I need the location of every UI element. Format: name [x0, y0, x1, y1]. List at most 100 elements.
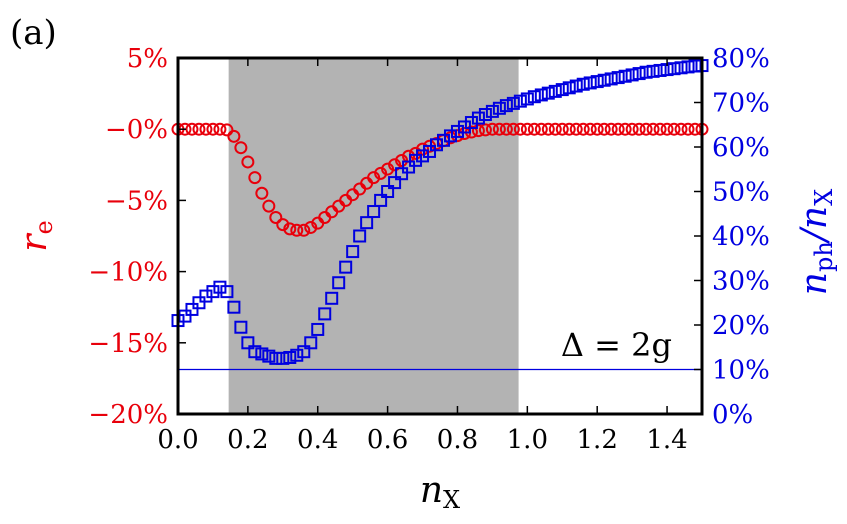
nph-point — [262, 349, 276, 363]
nph-point — [513, 94, 527, 108]
nph-point — [443, 129, 457, 143]
right-tick-label: 0% — [712, 400, 753, 430]
re-point — [513, 122, 527, 136]
nph-point — [360, 216, 374, 230]
nph-point — [436, 133, 450, 147]
nph-point — [234, 320, 248, 334]
re-point — [562, 122, 576, 136]
nph-point — [304, 336, 318, 350]
nph-point — [506, 96, 520, 110]
re-point — [639, 122, 653, 136]
re-point — [269, 210, 283, 224]
nph-point — [478, 108, 492, 122]
nph-point — [569, 79, 583, 93]
left-tick-label: −0% — [105, 115, 168, 145]
nph-point — [297, 345, 311, 359]
re-point — [255, 186, 269, 200]
re-point — [506, 122, 520, 136]
re-point — [611, 122, 625, 136]
re-point — [527, 122, 541, 136]
nph-point — [206, 285, 220, 299]
re-point — [213, 122, 227, 136]
nph-point — [290, 348, 304, 362]
re-point — [632, 122, 646, 136]
nph-point — [639, 65, 653, 79]
right-tick-label: 70% — [712, 89, 770, 119]
re-point — [583, 122, 597, 136]
nph-point — [255, 347, 269, 361]
x-axis-ticks: 0.0 0.2 0.4 0.6 0.8 1.0 1.2 1.4 — [157, 58, 688, 455]
re-point — [674, 122, 688, 136]
re-point — [297, 223, 311, 237]
right-axis-label: nph/nX — [794, 189, 838, 295]
re-point — [569, 122, 583, 136]
nph-point — [576, 77, 590, 91]
nph-point — [276, 351, 290, 365]
nph-point — [199, 289, 213, 303]
nph-point — [339, 260, 353, 274]
re-point — [597, 122, 611, 136]
re-point — [220, 123, 234, 137]
re-point — [485, 122, 499, 136]
nph-point — [423, 144, 437, 158]
nph-point — [562, 81, 576, 95]
nph-point — [220, 285, 234, 299]
re-point — [681, 122, 695, 136]
re-point — [262, 199, 276, 213]
nph-point — [395, 167, 409, 181]
nph-point — [227, 300, 241, 314]
re-point — [520, 122, 534, 136]
re-point — [199, 122, 213, 136]
re-point — [555, 122, 569, 136]
nph-point — [213, 280, 227, 294]
re-point — [667, 122, 681, 136]
nph-point — [464, 116, 478, 130]
re-point — [499, 122, 513, 136]
nph-point — [681, 60, 695, 74]
right-tick-label: 20% — [712, 311, 770, 341]
nph-point — [457, 120, 471, 134]
nph-point — [409, 153, 423, 167]
re-point — [471, 124, 485, 138]
nph-point — [625, 68, 639, 82]
left-tick-label: 5% — [127, 44, 168, 74]
nph-point — [192, 296, 206, 310]
re-point — [206, 122, 220, 136]
right-tick-label: 80% — [712, 44, 770, 74]
re-point — [492, 122, 506, 136]
re-point — [234, 141, 248, 155]
re-point — [548, 122, 562, 136]
nph-point — [283, 350, 297, 364]
re-point — [241, 155, 255, 169]
re-point — [248, 171, 262, 185]
x-tick-label: 0.0 — [157, 425, 198, 455]
right-tick-label: 60% — [712, 133, 770, 163]
nph-point — [492, 101, 506, 115]
x-tick-label: 0.6 — [367, 425, 408, 455]
re-point — [478, 123, 492, 137]
x-tick-label: 0.4 — [297, 425, 338, 455]
nph-point — [318, 307, 332, 321]
re-point — [653, 122, 667, 136]
re-point — [625, 122, 639, 136]
left-tick-label: −15% — [88, 329, 168, 359]
re-point — [660, 122, 674, 136]
nph-point — [346, 245, 360, 259]
nph-point — [527, 90, 541, 104]
nph-point — [185, 302, 199, 316]
nph-point — [325, 291, 339, 305]
nph-point — [597, 73, 611, 87]
nph-point — [374, 193, 388, 207]
x-tick-label: 0.8 — [437, 425, 478, 455]
nph-point — [555, 83, 569, 97]
right-tick-label: 40% — [712, 222, 770, 252]
nph-point — [611, 71, 625, 85]
re-point — [576, 122, 590, 136]
nph-point — [604, 72, 618, 86]
nph-point — [367, 205, 381, 219]
nph-point — [388, 176, 402, 190]
re-point — [604, 122, 618, 136]
nph-point — [632, 67, 646, 81]
right-tick-label: 50% — [712, 178, 770, 208]
